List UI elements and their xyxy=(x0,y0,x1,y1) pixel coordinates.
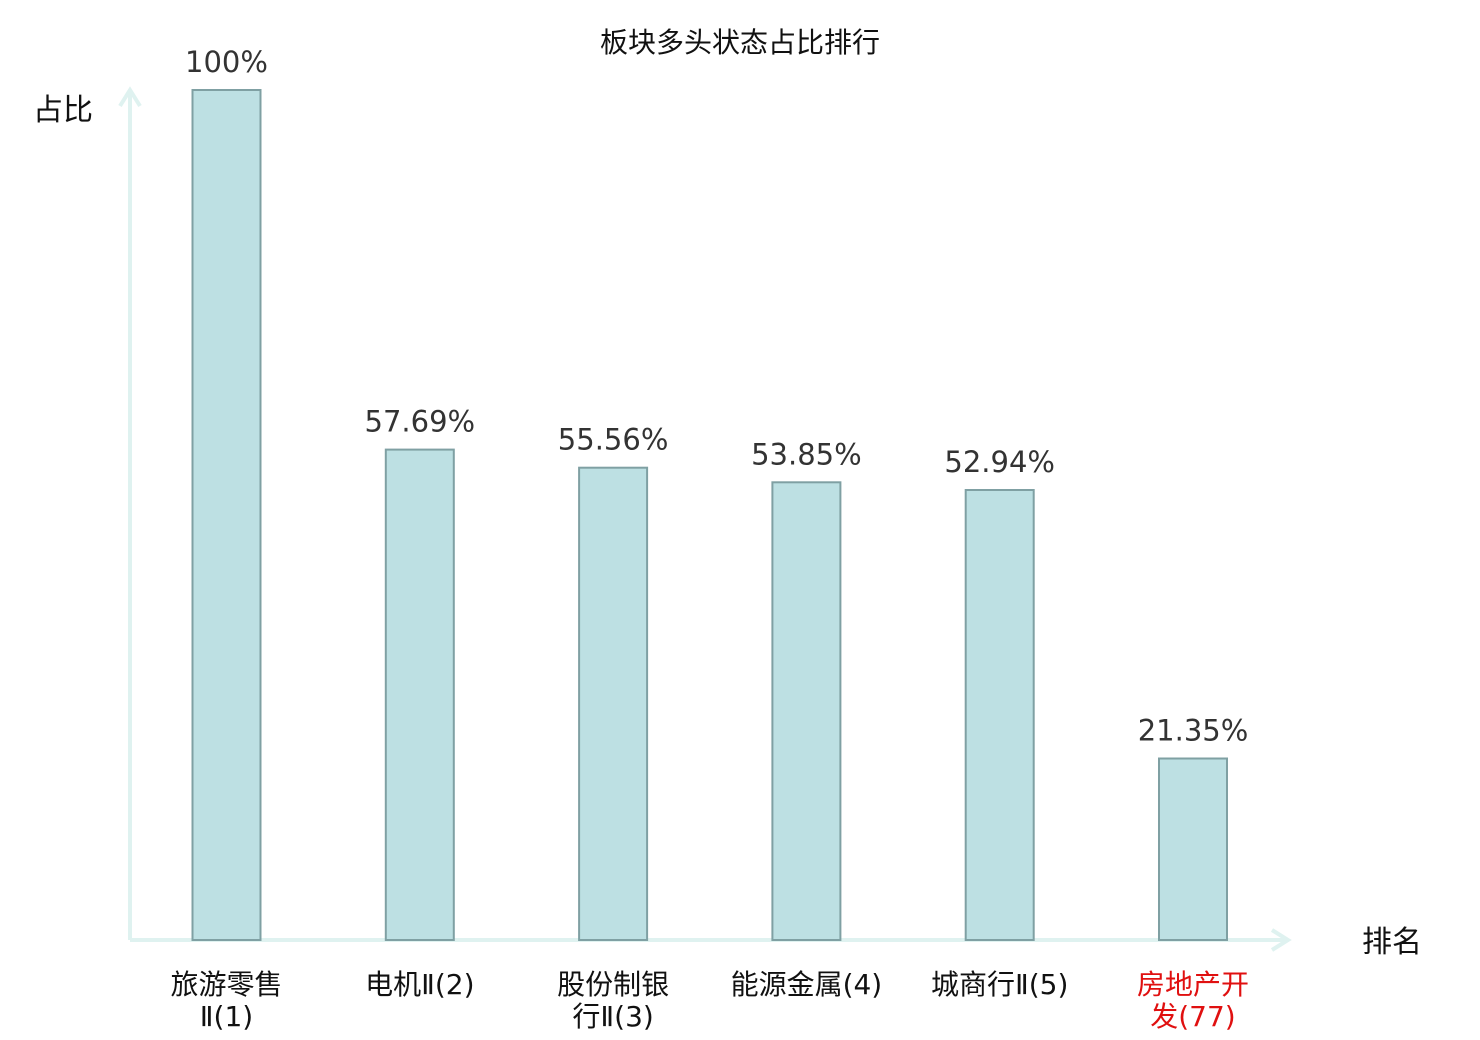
bar-value-label: 100% xyxy=(185,45,268,79)
category-label: 发(77) xyxy=(1150,1000,1235,1033)
category-label: 城商行Ⅱ(5) xyxy=(931,968,1068,1001)
bar-value-label: 57.69% xyxy=(365,405,476,439)
bar-value-label: 21.35% xyxy=(1138,714,1249,748)
chart-title: 板块多头状态占比排行 xyxy=(600,26,880,59)
y-axis xyxy=(118,86,142,940)
category-label: Ⅱ(1) xyxy=(200,1000,253,1033)
category-label: 房地产开 xyxy=(1137,968,1249,1001)
bar xyxy=(964,489,1035,941)
bar xyxy=(384,448,455,941)
value-labels-group: 100% 57.69% 55.56% 53.85% 52.94% 21.35% xyxy=(185,45,1248,748)
bar-value-label: 52.94% xyxy=(944,445,1055,479)
bar xyxy=(771,481,842,941)
category-label: 行Ⅱ(3) xyxy=(572,1000,653,1033)
y-axis-arrow xyxy=(118,86,142,108)
bar-value-label: 55.56% xyxy=(558,423,669,457)
x-axis xyxy=(130,928,1292,952)
bar xyxy=(578,466,649,941)
category-label: 旅游零售 xyxy=(170,968,282,1001)
bar xyxy=(1158,757,1228,941)
x-axis-label: 排名 xyxy=(1362,925,1422,960)
category-label: 电机Ⅱ(2) xyxy=(365,968,474,1001)
bars-group xyxy=(191,89,1228,941)
bar-value-label: 53.85% xyxy=(751,437,862,471)
category-label: 股份制银 xyxy=(557,968,669,1001)
bar xyxy=(191,89,262,941)
x-axis-arrow xyxy=(1270,928,1292,952)
y-axis-label: 占比 xyxy=(33,93,93,128)
category-label: 能源金属(4) xyxy=(731,968,883,1001)
